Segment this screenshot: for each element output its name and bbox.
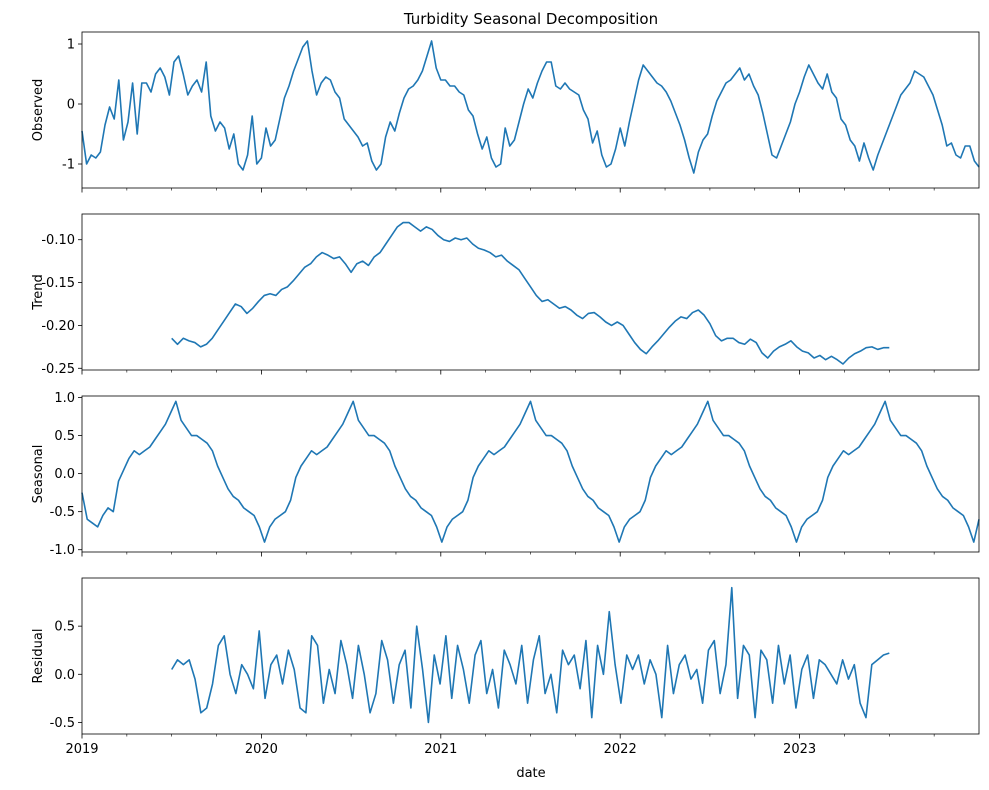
xtick-label-2023: 2023	[783, 742, 816, 757]
seasonal-ytick-label: -1.0	[50, 543, 75, 558]
residual-ylabel: Residual	[31, 629, 46, 684]
xtick-label-2021: 2021	[424, 742, 457, 757]
trend-ytick-label: -0.25	[41, 362, 75, 377]
xtick-label-2019: 2019	[65, 742, 98, 757]
panel-observed: -1 0 1 Observed	[31, 31, 980, 193]
observed-series-line	[81, 40, 980, 174]
residual-ytick-label: 0.0	[54, 668, 75, 683]
observed-ytick-label: 1	[67, 38, 75, 53]
residual-plot-area	[82, 578, 979, 734]
observed-ylabel: Observed	[31, 79, 46, 142]
panel-seasonal: -1.0 -0.5 0.0 0.5 1.0 Seasonal	[31, 391, 980, 558]
observed-ytick-label: 0	[67, 98, 75, 113]
seasonal-ylabel: Seasonal	[31, 445, 46, 504]
trend-ytick-label: -0.15	[41, 276, 75, 291]
trend-ytick-label: -0.10	[41, 233, 75, 248]
xtick-label-2022: 2022	[604, 742, 637, 757]
seasonal-ytick-label: 0.5	[54, 429, 75, 444]
observed-ytick-label: -1	[62, 158, 75, 173]
panels-group: -1 0 1 Observed -0.25 -0.20 -0.15 -0.10 Trend -1.…	[31, 31, 980, 757]
seasonal-ytick-label: -0.5	[50, 505, 75, 520]
trend-ytick-label: -0.20	[41, 319, 75, 334]
observed-plot-area	[82, 32, 979, 188]
seasonal-ytick-label: 0.0	[54, 467, 75, 482]
seasonal-series-line	[81, 400, 980, 543]
seasonal-plot-area	[82, 396, 979, 552]
residual-series-line	[171, 586, 890, 724]
panel-trend: -0.25 -0.20 -0.15 -0.10 Trend	[31, 213, 980, 377]
trend-ylabel: Trend	[31, 274, 46, 311]
residual-ytick-label: -0.5	[50, 716, 75, 731]
chart-title: Turbidity Seasonal Decomposition	[403, 10, 658, 28]
trend-plot-area	[82, 214, 979, 370]
residual-ytick-label: 0.5	[54, 620, 75, 635]
xtick-label-2020: 2020	[245, 742, 278, 757]
x-axis-label: date	[516, 766, 545, 781]
seasonal-ytick-label: 1.0	[54, 391, 75, 406]
trend-series-line	[171, 221, 890, 365]
panel-residual: -0.5 0.0 0.5 Residual 2019 2020 2021 2022 2023	[31, 577, 980, 757]
